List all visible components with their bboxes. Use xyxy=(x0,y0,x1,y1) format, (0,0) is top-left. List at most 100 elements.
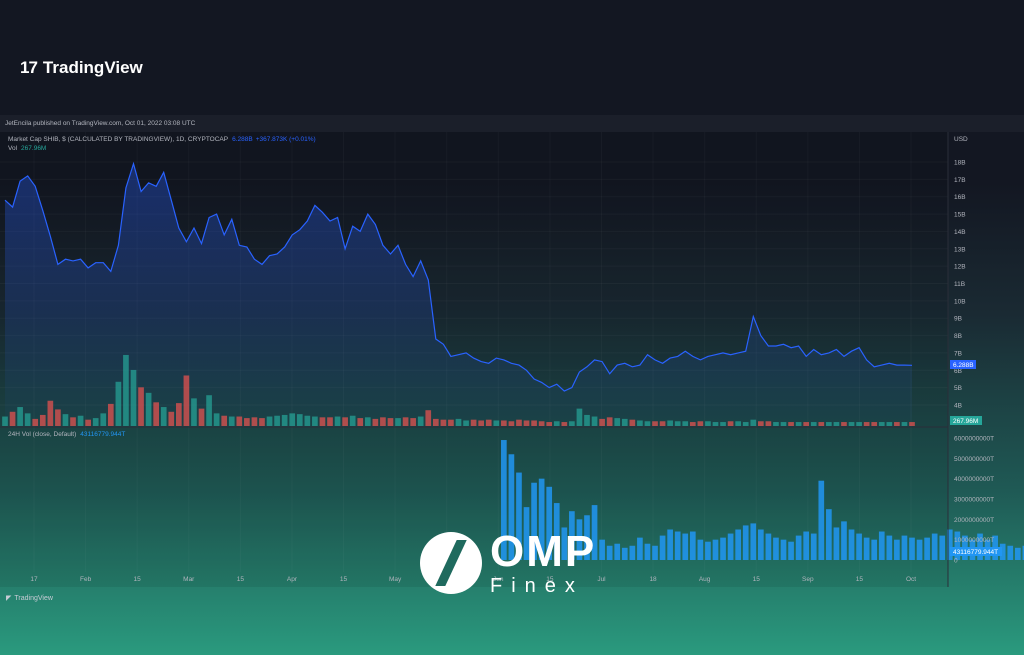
vol24-bar xyxy=(553,503,560,560)
vol24-bar xyxy=(674,531,681,560)
time-tick-label: 15 xyxy=(237,576,245,583)
last-price-badge xyxy=(950,360,976,369)
vol24-bar xyxy=(637,537,643,560)
vol24-bar xyxy=(833,527,840,560)
vol24-bar xyxy=(742,525,749,560)
volume-bar xyxy=(591,416,598,426)
market-cap-area-fill xyxy=(5,163,912,427)
tradingview-brand-text: TradingView xyxy=(42,58,143,77)
volume-bar xyxy=(659,421,666,426)
price-tick-label: 16B xyxy=(954,194,966,201)
vol24-bar xyxy=(705,541,711,560)
price-tick-label: 7B xyxy=(954,350,962,357)
vol24-bar xyxy=(682,533,689,560)
vol24-bar xyxy=(576,519,583,560)
volume-bar xyxy=(689,422,696,426)
vol24-bar xyxy=(795,535,802,560)
vol24-bar xyxy=(561,527,568,560)
vol24-bar xyxy=(712,539,719,560)
volume-bar xyxy=(901,422,908,426)
volume-bar xyxy=(833,422,840,426)
volume-bar xyxy=(894,422,900,426)
volume-bar xyxy=(334,416,341,426)
time-tick-label: Aug xyxy=(699,576,711,583)
volume-bar xyxy=(349,415,356,426)
time-tick-label: Oct xyxy=(906,576,916,583)
volume-bar xyxy=(863,422,870,426)
volume-bar xyxy=(191,398,197,426)
price-tick-label: 11B xyxy=(954,281,965,288)
volume-bar xyxy=(569,421,575,426)
volume-bar xyxy=(319,417,326,426)
time-tick-label: Jun xyxy=(493,576,504,583)
volume-bar xyxy=(455,418,462,426)
volume-bar xyxy=(123,354,129,426)
volume-bar xyxy=(55,409,61,426)
volume-bar xyxy=(440,419,447,426)
volume-bar xyxy=(274,415,280,426)
volume-bar xyxy=(727,421,734,426)
volume-bar xyxy=(395,418,401,426)
vol24-bar xyxy=(606,545,613,560)
legend-volume: Vol 267.96M xyxy=(8,145,46,152)
volume-bar xyxy=(780,422,787,426)
time-tick-label: 15 xyxy=(753,576,761,583)
chart-canvas[interactable]: 18B17B16B15B14B13B12B11B10B9B8B7B6B5B4B … xyxy=(0,132,1024,594)
price-tick-label: 15B xyxy=(954,212,966,219)
volume-bar xyxy=(584,414,590,426)
volume-bar xyxy=(674,421,681,426)
volume-bar xyxy=(546,422,553,426)
volume-bar xyxy=(810,422,817,426)
volume-bar xyxy=(531,420,537,426)
volume-bar xyxy=(176,403,182,426)
omp-watermark-text: OMP xyxy=(490,527,597,576)
volume-bar xyxy=(878,422,885,426)
vol24-bar xyxy=(810,533,817,560)
legend-volume-value: 267.96M xyxy=(21,145,46,152)
volume-bar xyxy=(251,417,258,426)
volume-bar xyxy=(720,422,726,426)
time-tick-label: Feb xyxy=(80,576,92,583)
volume-bar xyxy=(70,417,76,426)
legend-vol24-value: 43116779.944T xyxy=(80,431,125,438)
vol24-bar xyxy=(856,533,862,560)
volume-bar xyxy=(198,408,205,426)
vol24-bar xyxy=(735,529,741,560)
volume-bar xyxy=(667,420,673,426)
footer-logo-icon: ◤ xyxy=(6,595,12,602)
vol24-bar xyxy=(750,523,757,560)
volume-bar xyxy=(856,422,862,426)
volume-bar xyxy=(281,414,288,426)
volume-bar xyxy=(417,416,424,426)
omp-finex-watermark: OMP Finex xyxy=(420,530,596,596)
volume-bar xyxy=(644,421,651,426)
legend-vol24: 24H Vol (close, Default) 43116779.944T xyxy=(8,431,125,438)
vol24-bar xyxy=(871,539,878,560)
volume-bar xyxy=(803,422,810,426)
time-tick-label: 15 xyxy=(856,576,864,583)
price-tick-label: 4B xyxy=(954,403,962,410)
volume-bar xyxy=(228,416,235,426)
vol24-bar xyxy=(818,480,825,560)
volume-bar xyxy=(62,414,69,426)
time-tick-label: Jul xyxy=(597,576,606,583)
volume-bar xyxy=(478,420,485,426)
volume-bar xyxy=(244,418,250,426)
vol24-badge-text: 43116779.944T xyxy=(953,549,998,556)
vol24-bar xyxy=(599,539,605,560)
vol24-bar xyxy=(894,539,900,560)
vol24-bar xyxy=(569,511,575,560)
vol24-tick-label: 3000000000T xyxy=(954,497,994,504)
volume-bar xyxy=(621,418,628,426)
price-tick-label: 18B xyxy=(954,160,966,167)
vol24-bar xyxy=(584,515,590,560)
vol24-bar xyxy=(508,454,515,560)
price-axis: 18B 17B 16B 15B 14B 13B 12B 11B 10B 9B 8B 7B 6B 5B 4B xyxy=(954,160,966,410)
footer-tradingview: ◤ TradingView xyxy=(6,594,53,603)
vol24-bar xyxy=(652,545,658,560)
vol24-bar xyxy=(863,537,870,560)
time-tick-label: 17 xyxy=(30,576,38,583)
volume-bar xyxy=(236,416,243,426)
volume-bar xyxy=(553,421,560,426)
vol24-bar xyxy=(523,507,530,560)
